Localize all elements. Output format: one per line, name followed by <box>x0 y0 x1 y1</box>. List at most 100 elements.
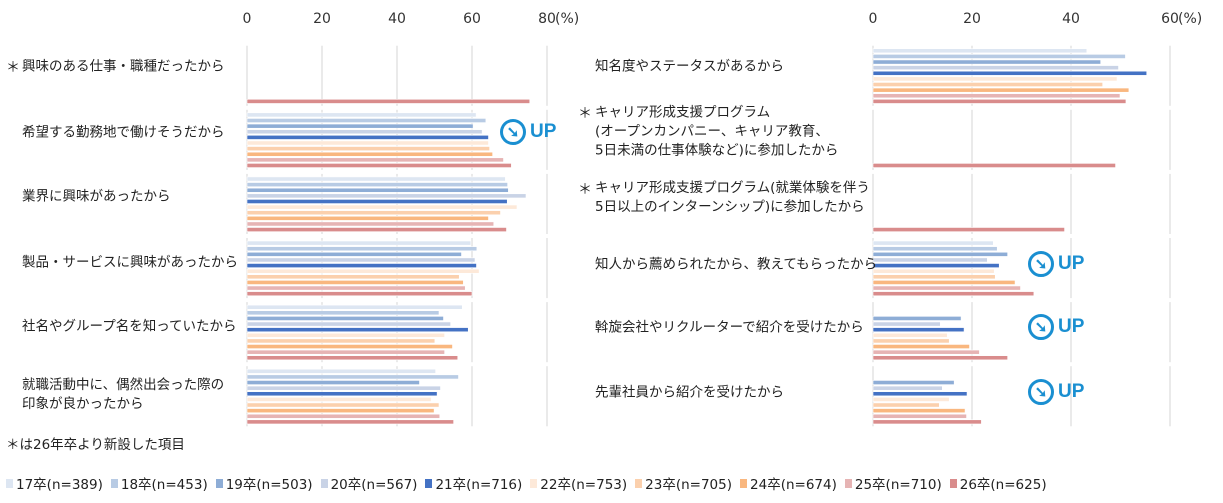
bar <box>872 263 1000 268</box>
bar <box>246 355 459 361</box>
bar <box>246 151 493 157</box>
bar <box>872 396 950 402</box>
legend-item: 21卒(n=716) <box>425 473 522 493</box>
legend-item: 20卒(n=567) <box>320 473 418 493</box>
bar <box>246 374 459 380</box>
legend-label: 17卒(n=389) <box>16 477 103 493</box>
bar <box>872 349 980 355</box>
legend-label: 19卒(n=503) <box>225 477 313 493</box>
bar <box>246 327 469 333</box>
bar <box>872 65 1119 71</box>
bar <box>246 221 495 227</box>
bar <box>872 87 1130 93</box>
bar <box>872 321 941 327</box>
bar <box>246 251 462 257</box>
footnote: ＊は26年卒より新設した項目 <box>6 437 185 453</box>
up-badge-text: UP <box>1058 253 1085 274</box>
bar <box>246 274 460 280</box>
legend-swatch <box>110 478 118 488</box>
bar <box>872 257 988 263</box>
bar <box>246 140 489 146</box>
bar <box>872 355 1008 361</box>
axis-tick-label: 0 <box>242 11 252 27</box>
bar <box>246 285 466 291</box>
legend-item: 22卒(n=753) <box>530 473 627 493</box>
bar <box>872 327 965 333</box>
bar <box>246 338 436 344</box>
bar <box>246 246 478 252</box>
legend-label: 25卒(n=710) <box>854 477 942 493</box>
new-item-marker: ＊ <box>578 181 592 198</box>
bar <box>872 380 955 385</box>
axis-tick-label: 20 <box>313 11 331 27</box>
bar <box>872 268 995 274</box>
bar <box>872 93 1121 99</box>
bar <box>872 391 968 397</box>
bar <box>246 349 445 355</box>
category-label: 製品・サービスに興味があったから <box>22 254 238 271</box>
legend-label: 18卒(n=453) <box>120 477 208 493</box>
bar <box>872 316 962 321</box>
legend-item: 18卒(n=453) <box>110 473 208 493</box>
legend-swatch <box>530 478 538 488</box>
bar <box>872 98 1127 104</box>
bar <box>246 391 438 397</box>
bar <box>246 402 440 408</box>
bar <box>246 344 453 349</box>
bar <box>872 82 1103 87</box>
up-badge-text: UP <box>1058 381 1085 402</box>
bar <box>246 215 489 221</box>
bar <box>246 134 489 140</box>
category-label: 知名度やステータスがあるから <box>595 58 784 75</box>
bar <box>246 408 435 414</box>
bar <box>246 123 474 129</box>
legend-swatch <box>320 478 328 488</box>
bar <box>872 285 1021 291</box>
axis-unit: (%) <box>1178 11 1203 27</box>
legend-swatch <box>6 478 13 488</box>
legend-swatch <box>740 478 748 488</box>
bar <box>872 246 998 252</box>
axis-tick-label: 40 <box>1062 11 1080 27</box>
bar <box>872 344 970 349</box>
up-badge: ➘ UP <box>1028 379 1084 405</box>
bar <box>872 274 996 280</box>
axis-tick-label: 0 <box>868 11 878 27</box>
bar <box>872 402 940 408</box>
up-badge-text: UP <box>1058 316 1085 337</box>
bar <box>246 98 531 104</box>
legend-label: 21卒(n=716) <box>435 477 523 493</box>
category-label: 先輩社員から紹介を受けたから <box>595 384 784 401</box>
category-label: 斡旋会社やリクルーターで紹介を受けたから <box>595 319 864 336</box>
arrow-down-right-circle-icon: ➘ <box>1028 251 1054 277</box>
legend-item: 25卒(n=710) <box>844 473 942 493</box>
bar <box>246 157 504 163</box>
category-label: 就職活動中に、偶然出会った際の 印象が良かったから <box>22 377 225 412</box>
bar <box>246 280 464 285</box>
bar <box>246 187 509 193</box>
bar <box>246 332 445 338</box>
new-item-marker: ＊ <box>578 106 592 122</box>
bar <box>872 240 994 246</box>
legend-item: 26卒(n=625) <box>949 473 1047 493</box>
legend-label: 20卒(n=567) <box>330 477 418 493</box>
legend-item: 24卒(n=674) <box>740 473 837 493</box>
bar <box>246 380 420 385</box>
bar <box>872 280 1016 285</box>
bar <box>246 163 512 168</box>
new-item-marker: ＊ <box>6 60 20 76</box>
bar <box>246 227 507 232</box>
bar <box>246 182 508 188</box>
axis-tick-label: 80 <box>538 11 556 27</box>
bar <box>872 338 950 344</box>
legend-swatch <box>949 478 957 488</box>
arrow-down-right-circle-icon: ➘ <box>500 119 526 145</box>
axis-tick-label: 40 <box>388 11 406 27</box>
bar <box>872 291 1035 297</box>
legend-label: 22卒(n=753) <box>540 477 628 493</box>
legend-item: 23卒(n=705) <box>635 473 732 493</box>
legend-swatch <box>215 478 223 488</box>
bar <box>246 240 472 246</box>
bar <box>246 310 440 316</box>
